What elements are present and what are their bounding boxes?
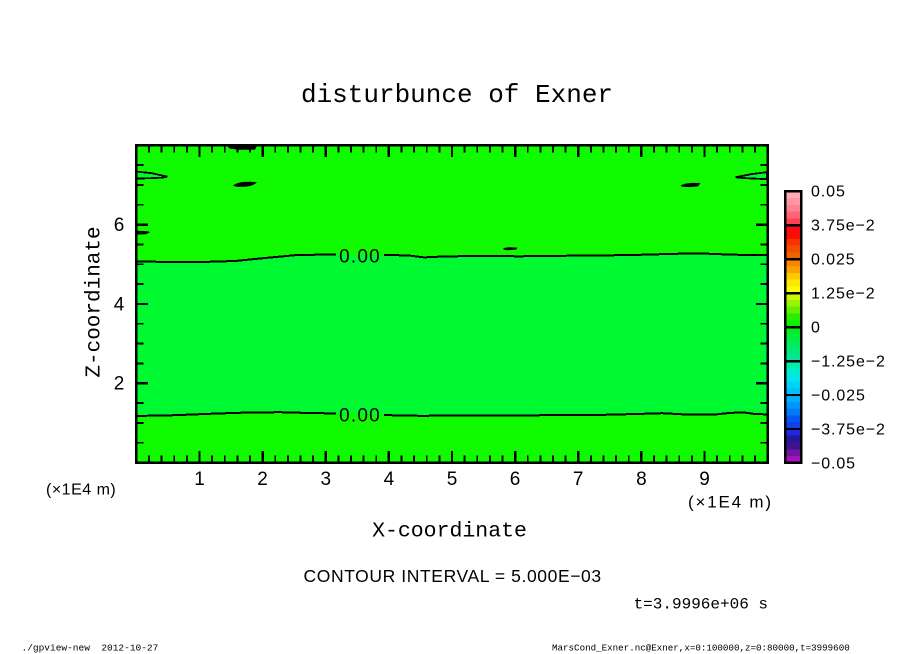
- svg-text:0.00: 0.00: [339, 247, 381, 268]
- svg-text:7: 7: [573, 469, 584, 490]
- svg-text:−1.25e−2: −1.25e−2: [811, 353, 886, 370]
- svg-text:t=3.9996e+06 s: t=3.9996e+06 s: [634, 596, 768, 614]
- svg-text:./gpview-new 2012-10-27: ./gpview-new 2012-10-27: [22, 643, 159, 654]
- svg-text:4: 4: [384, 469, 395, 490]
- svg-text:−3.75e−2: −3.75e−2: [811, 421, 886, 438]
- svg-text:3.75e−2: 3.75e−2: [811, 218, 876, 235]
- svg-text:6: 6: [114, 215, 125, 236]
- svg-text:1: 1: [194, 469, 205, 490]
- svg-text:−0.05: −0.05: [811, 455, 856, 472]
- svg-text:X-coordinate: X-coordinate: [372, 520, 527, 544]
- svg-text:−0.025: −0.025: [811, 387, 866, 404]
- svg-text:3: 3: [321, 469, 332, 490]
- svg-text:4: 4: [114, 294, 125, 315]
- svg-text:2: 2: [257, 469, 268, 490]
- svg-text:1.25e−2: 1.25e−2: [811, 286, 876, 303]
- svg-text:2: 2: [114, 374, 125, 395]
- svg-text:(×1E4 m): (×1E4 m): [688, 493, 773, 512]
- svg-text:8: 8: [636, 469, 647, 490]
- svg-text:(×1E4 m): (×1E4 m): [46, 482, 116, 499]
- svg-text:6: 6: [510, 469, 521, 490]
- svg-text:0.025: 0.025: [811, 252, 856, 269]
- svg-text:0.05: 0.05: [811, 184, 846, 201]
- svg-text:9: 9: [699, 469, 710, 490]
- svg-text:0.00: 0.00: [339, 406, 381, 427]
- svg-text:MarsCond_Exner.nc@Exner,x=0:10: MarsCond_Exner.nc@Exner,x=0:100000,z=0:8…: [552, 643, 850, 654]
- svg-text:disturbunce of Exner: disturbunce of Exner: [301, 80, 613, 110]
- svg-text:5: 5: [447, 469, 458, 490]
- svg-text:0: 0: [811, 320, 821, 337]
- svg-text:CONTOUR INTERVAL = 5.000E−03: CONTOUR INTERVAL = 5.000E−03: [304, 566, 602, 586]
- svg-text:Z-coordinate: Z-coordinate: [84, 226, 107, 377]
